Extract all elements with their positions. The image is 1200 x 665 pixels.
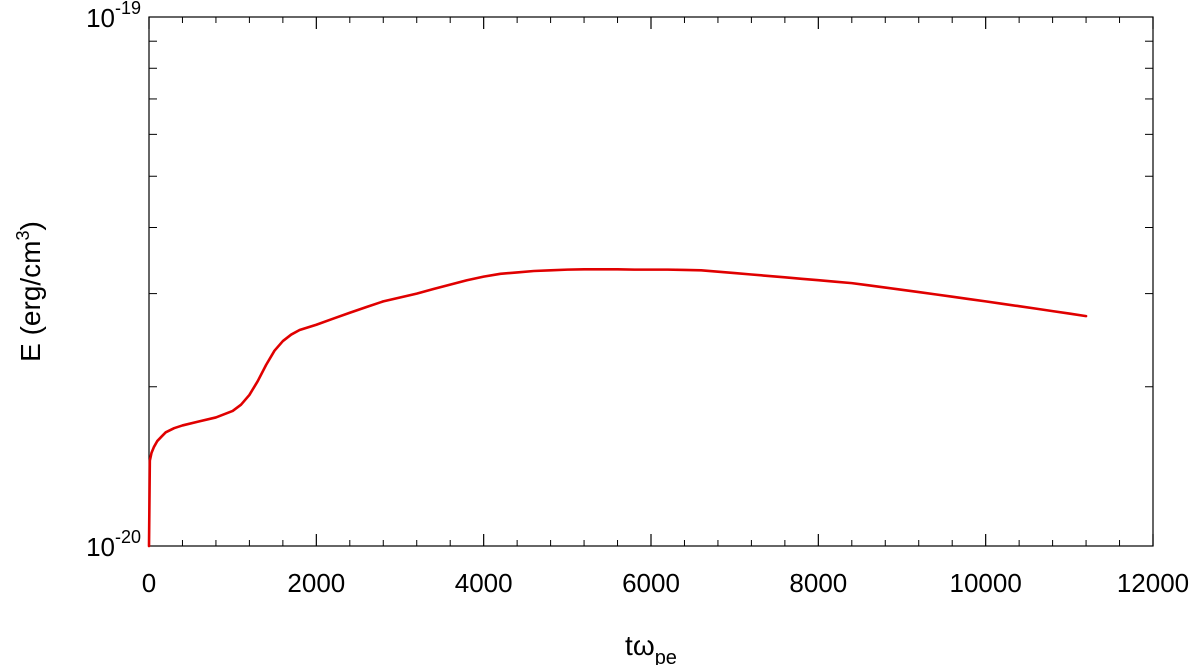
y-axis-label: E (erg/cm3): [13, 221, 46, 362]
x-tick-label: 6000: [622, 568, 680, 598]
x-tick-labels: 0 2000 4000 6000 8000 10000 12000: [142, 568, 1189, 598]
x-axis-label-base: tω: [625, 630, 655, 661]
y-axis-label-superscript: 3: [13, 230, 33, 240]
y-tick-base: 10: [86, 3, 115, 33]
series-layer: [147, 267, 1088, 548]
x-tick-label: 0: [142, 568, 156, 598]
x-tick-label: 4000: [455, 568, 513, 598]
y-tick-exponent: -19: [115, 0, 141, 18]
tick-marks: [148, 17, 1154, 546]
y-tick-label: 10-19: [86, 0, 141, 33]
y-tick-label: 10-20: [86, 527, 141, 562]
series-line: [147, 267, 1088, 548]
x-tick-label: 2000: [287, 568, 345, 598]
y-axis-label-suffix: ): [15, 221, 46, 230]
y-tick-base: 10: [86, 532, 115, 562]
x-tick-label: 12000: [1117, 568, 1189, 598]
x-tick-label: 8000: [789, 568, 847, 598]
y-tick-exponent: -20: [115, 527, 141, 547]
x-axis-label-subscript: pe: [655, 647, 677, 665]
plot-frame: [148, 16, 1154, 547]
y-axis-label-prefix: E (erg/cm: [15, 240, 46, 361]
x-axis-label: tωpe: [625, 630, 677, 665]
x-tick-label: 10000: [950, 568, 1022, 598]
